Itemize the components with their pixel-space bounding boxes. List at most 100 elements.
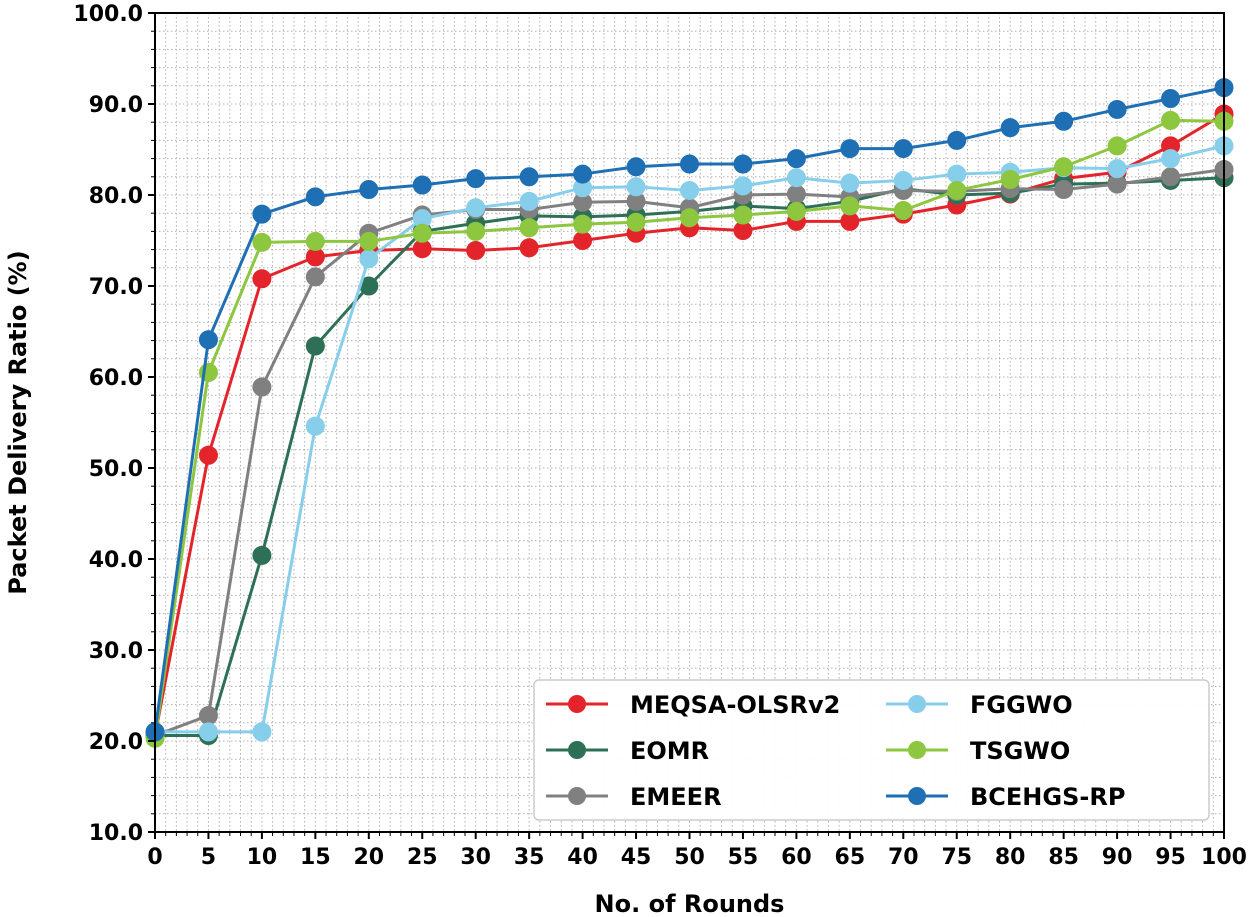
data-point [466, 221, 486, 241]
y-tick-label: 10.0 [89, 821, 143, 846]
legend-swatch-marker [568, 787, 586, 805]
data-point [1000, 118, 1020, 138]
data-point [305, 336, 325, 356]
data-point [466, 198, 486, 218]
legend-item: MEQSA-OLSRv2 [546, 691, 840, 719]
legend-swatch-marker [568, 741, 586, 759]
data-point [466, 169, 486, 189]
y-axis-label: Packet Delivery Ratio (%) [4, 250, 32, 594]
data-point [1107, 159, 1127, 179]
legend-item: EOMR [546, 737, 709, 765]
y-tick-label: 70.0 [89, 275, 143, 300]
data-point [680, 154, 699, 174]
data-point [626, 157, 646, 177]
data-point [893, 139, 913, 159]
data-point [947, 180, 967, 200]
x-tick-label: 90 [1102, 845, 1133, 870]
legend-label: FGGWO [970, 691, 1073, 719]
data-point [359, 180, 379, 200]
y-tick-label: 60.0 [89, 366, 143, 391]
data-point [198, 722, 218, 742]
data-point [680, 208, 699, 228]
data-point [786, 168, 806, 188]
data-point [252, 204, 272, 224]
data-point [252, 545, 272, 565]
data-point [786, 149, 806, 169]
x-tick-label: 40 [567, 845, 598, 870]
x-tick-label: 45 [621, 845, 652, 870]
legend-label: EMEER [630, 783, 722, 811]
legend-swatch-marker [908, 695, 926, 713]
data-point [573, 164, 593, 184]
data-point [786, 201, 806, 221]
legend-label: BCEHGS-RP [970, 783, 1125, 811]
data-point [733, 154, 753, 174]
x-tick-label: 0 [147, 845, 162, 870]
x-tick-label: 100 [1201, 845, 1247, 870]
data-point [1161, 110, 1181, 130]
x-tick-label: 70 [888, 845, 919, 870]
data-point [252, 722, 272, 742]
data-point [1107, 136, 1127, 156]
x-tick-label: 35 [514, 845, 545, 870]
axes: 0 5 10 15 20 25 30 35 40 45 50 55 60 65 70 75 80 85 90 95 10… [73, 2, 1247, 870]
data-point [305, 187, 325, 207]
y-tick-label: 90.0 [89, 93, 143, 118]
data-point [840, 173, 860, 193]
data-point [305, 267, 325, 287]
legend-item: TSGWO [886, 737, 1070, 765]
legend-swatch-marker [568, 695, 586, 713]
x-tick-label: 25 [407, 845, 438, 870]
legend-swatch-marker [908, 787, 926, 805]
x-tick-label: 55 [728, 845, 759, 870]
data-point [1107, 99, 1127, 119]
data-point [1000, 170, 1020, 190]
data-point [626, 212, 646, 232]
data-point [1054, 111, 1074, 131]
data-point [198, 706, 218, 726]
x-tick-label: 60 [781, 845, 812, 870]
y-tick-label: 80.0 [89, 184, 143, 209]
data-point [947, 164, 967, 184]
y-tick-label: 50.0 [89, 457, 143, 482]
x-tick-label: 10 [247, 845, 278, 870]
data-point [1161, 167, 1181, 187]
data-point [305, 231, 325, 251]
data-point [252, 232, 272, 252]
data-point [1161, 89, 1181, 109]
legend: MEQSA-OLSRv2 EOMR EMEER FGGWO TSGWO BCEHGS-RP [533, 679, 1210, 821]
data-point [573, 231, 593, 250]
legend-box [533, 679, 1210, 821]
legend-item: BCEHGS-RP [886, 783, 1125, 811]
data-point [893, 200, 913, 220]
data-point [626, 177, 646, 197]
data-point [840, 196, 860, 216]
data-point [947, 130, 967, 150]
data-point [359, 231, 379, 251]
data-point [412, 223, 432, 243]
legend-swatch-marker [908, 741, 926, 759]
series-tsgwo [145, 110, 1234, 748]
series-layer [145, 78, 1234, 748]
x-tick-label: 30 [460, 845, 491, 870]
data-point [1054, 157, 1074, 177]
x-tick-label: 85 [1048, 845, 1079, 870]
data-point [733, 205, 753, 225]
data-point [519, 218, 539, 238]
x-tick-label: 65 [835, 845, 866, 870]
x-tick-label: 20 [353, 845, 384, 870]
data-point [893, 170, 913, 190]
x-tick-label: 80 [995, 845, 1026, 870]
data-point [519, 191, 539, 211]
data-point [198, 445, 218, 465]
data-point [573, 214, 593, 234]
legend-label: EOMR [630, 737, 709, 765]
data-point [412, 175, 432, 195]
data-point [198, 330, 218, 350]
legend-item: EMEER [546, 783, 722, 811]
legend-label: TSGWO [970, 737, 1070, 765]
data-point [519, 238, 539, 258]
y-tick-label: 20.0 [89, 730, 143, 755]
data-point [733, 176, 753, 196]
